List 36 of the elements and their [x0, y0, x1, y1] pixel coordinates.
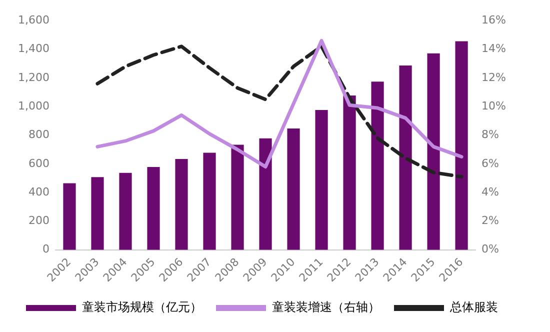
bar: [63, 183, 76, 250]
y2-tick-label: 6%: [482, 156, 500, 170]
y2-tick-label: 8%: [482, 128, 500, 142]
bar: [259, 138, 272, 250]
y2-tick-label: 16%: [482, 13, 506, 26]
y2-tick-label: 14%: [482, 42, 506, 56]
bar: [231, 144, 244, 250]
y-tick-label: 1,200: [18, 70, 50, 84]
y-tick-label: 400: [28, 185, 50, 198]
y2-tick-label: 10%: [482, 99, 506, 112]
bar: [91, 177, 104, 250]
bar: [315, 110, 328, 250]
y-tick-label: 1,000: [18, 99, 50, 112]
y-tick-label: 200: [28, 214, 50, 228]
legend-label: 童装市场规模（亿元）: [82, 300, 202, 314]
bar: [371, 82, 384, 250]
legend-label: 总体服装: [449, 300, 498, 314]
y-tick-label: 1,400: [18, 42, 50, 56]
bar: [343, 96, 356, 250]
bar: [203, 152, 216, 250]
bar: [427, 53, 440, 250]
y-tick-label: 0: [42, 242, 50, 256]
bar: [287, 128, 300, 250]
y2-tick-label: 12%: [482, 70, 506, 84]
bar: [455, 41, 468, 250]
y-tick-label: 1,600: [18, 13, 50, 26]
bar: [175, 159, 188, 250]
legend-label: 童装装增速（右轴）: [272, 300, 380, 314]
y2-tick-label: 4%: [482, 185, 500, 198]
y-tick-label: 800: [28, 128, 50, 142]
bar: [399, 65, 412, 250]
y2-tick-label: 0%: [482, 242, 500, 256]
y-tick-label: 600: [28, 156, 50, 170]
bar: [147, 167, 160, 250]
y2-tick-label: 2%: [482, 214, 500, 228]
bar: [119, 172, 132, 250]
